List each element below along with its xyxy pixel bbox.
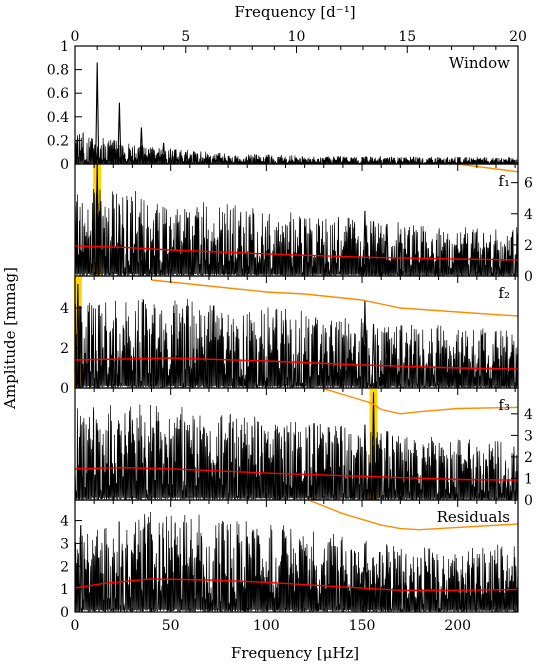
spectrum-line bbox=[74, 298, 519, 390]
right-y-tick-label: 1 bbox=[524, 471, 533, 487]
y-tick-label: 3 bbox=[60, 536, 69, 552]
snr-threshold-line bbox=[308, 500, 518, 531]
right-y-tick-label: 3 bbox=[524, 428, 533, 444]
noise-level-line bbox=[74, 245, 519, 261]
y-axis-label: Amplitude [mmag] bbox=[1, 267, 19, 410]
panels-group: 0 5 10 15 2000.20.40.60.81Window0246f₁024f₂0… bbox=[47, 29, 533, 634]
right-y-tick-label: 2 bbox=[524, 450, 533, 466]
spectrum-line bbox=[74, 512, 519, 614]
x-tick-label: 200 bbox=[444, 618, 471, 634]
x-tick-label: 0 bbox=[71, 618, 80, 634]
x-tick-label: 150 bbox=[349, 618, 376, 634]
panel-window: 0 5 10 15 20 0 0.2 0.4 0.6 0.8 1 Window bbox=[47, 29, 527, 173]
y-tick-label: 0 bbox=[60, 605, 69, 621]
x-tick-label: 50 bbox=[162, 618, 180, 634]
y-tick-label: 0.2 bbox=[47, 133, 69, 149]
y-tick-label: 0 bbox=[60, 381, 69, 397]
y-tick-label: 1 bbox=[60, 39, 69, 55]
top-x-tick-label: 20 bbox=[509, 29, 527, 45]
right-y-tick-label: 2 bbox=[524, 238, 533, 254]
spectrum-peak bbox=[75, 283, 80, 389]
spectrum-peak bbox=[95, 62, 100, 165]
spectrum-peak bbox=[362, 210, 367, 277]
spectrum-peak bbox=[78, 305, 83, 389]
right-y-tick-label: 4 bbox=[524, 407, 533, 423]
spectrum-peak bbox=[371, 392, 376, 501]
x-tick-label: 100 bbox=[253, 618, 280, 634]
noise-level-line bbox=[74, 578, 519, 591]
y-tick-label: 0 bbox=[60, 157, 69, 173]
spectrum-peak bbox=[384, 223, 389, 277]
spectrum-line bbox=[74, 189, 519, 277]
top-x-tick-label: 0 bbox=[71, 29, 80, 45]
panel-label: Window bbox=[449, 54, 510, 72]
panel-residuals: 0 50 100 150 200 0 1 2 3 4 Residuals bbox=[60, 499, 519, 634]
y-tick-label: 0.8 bbox=[47, 63, 69, 79]
spectrum-peak bbox=[117, 102, 122, 165]
spectrum-peak bbox=[384, 331, 389, 389]
highlight-band bbox=[369, 388, 378, 500]
spectrum-peak bbox=[139, 223, 144, 277]
right-y-tick-label: 0 bbox=[524, 269, 533, 285]
panel-label: f₁ bbox=[498, 172, 510, 190]
right-y-tick-label: 4 bbox=[524, 207, 533, 223]
y-tick-label: 0.6 bbox=[47, 86, 69, 102]
panel-f1: 0 2 4 6 f₁ bbox=[74, 163, 533, 285]
y-tick-label: 2 bbox=[60, 341, 69, 357]
bottom-axis-label: Frequency [μHz] bbox=[231, 644, 359, 662]
noise-level-line bbox=[74, 357, 519, 370]
spectrum-peak bbox=[183, 152, 188, 165]
right-y-tick-label: 0 bbox=[524, 493, 533, 509]
spectrum-peak bbox=[78, 435, 83, 501]
spectrum-peak bbox=[139, 127, 144, 165]
y-tick-label: 4 bbox=[60, 514, 69, 530]
snr-threshold-line bbox=[319, 388, 518, 415]
y-tick-label: 2 bbox=[60, 559, 69, 575]
spectrum-peak bbox=[371, 323, 376, 389]
spectrum-peak bbox=[227, 157, 233, 165]
spectrum-peak bbox=[362, 424, 367, 501]
spectrum-peak bbox=[398, 443, 403, 501]
spectrum-peak bbox=[117, 205, 122, 277]
panel-label: f₂ bbox=[498, 284, 510, 302]
spectrum-peak bbox=[245, 536, 250, 613]
panel-f2: 0 2 4 f₂ bbox=[60, 275, 519, 397]
top-x-tick-label: 15 bbox=[398, 29, 416, 45]
top-x-tick-label: 5 bbox=[181, 29, 190, 45]
spectrum-line bbox=[74, 404, 519, 502]
top-axis-label: Frequency [d⁻¹] bbox=[234, 3, 355, 21]
right-y-tick-label: 6 bbox=[524, 176, 533, 192]
spectrum-line bbox=[74, 131, 519, 166]
noise-level-line bbox=[74, 466, 519, 481]
spectrum-peak bbox=[161, 142, 166, 165]
highlight-band bbox=[73, 276, 82, 388]
y-tick-label: 1 bbox=[60, 582, 69, 598]
spectrum-peak bbox=[362, 543, 367, 613]
panel-label: Residuals bbox=[437, 508, 510, 526]
spectrum-peak bbox=[149, 534, 154, 613]
spectrum-peak bbox=[398, 234, 403, 277]
snr-threshold-line bbox=[151, 279, 518, 317]
panel-f3: 0 1 2 3 4 f₃ bbox=[74, 387, 533, 509]
panel-label: f₃ bbox=[498, 396, 510, 414]
panel-frame bbox=[74, 499, 519, 613]
y-tick-label: 4 bbox=[60, 301, 69, 317]
top-x-tick-label: 10 bbox=[288, 29, 306, 45]
y-tick-label: 0.4 bbox=[47, 110, 69, 126]
spectrum-peak bbox=[78, 525, 83, 613]
